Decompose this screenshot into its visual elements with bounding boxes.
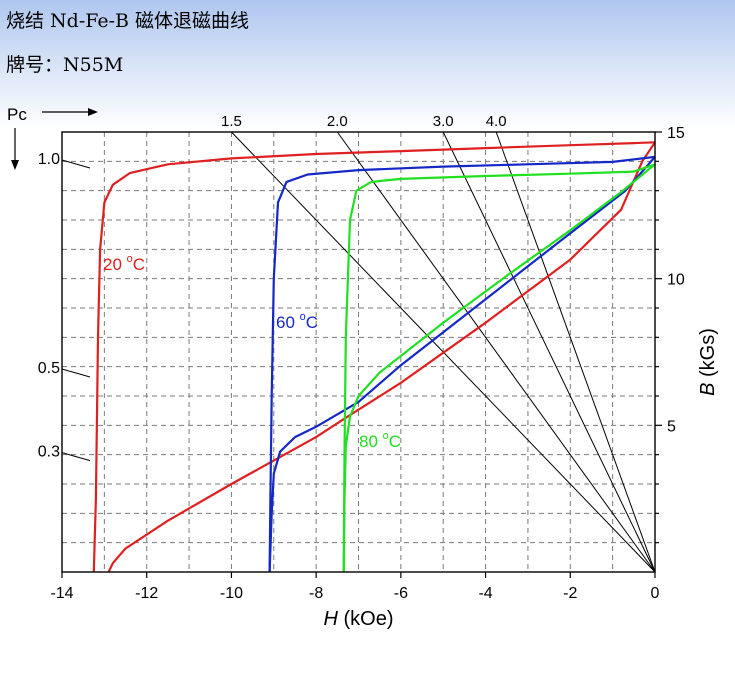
series-label-unit: C — [389, 432, 401, 451]
b-curve — [268, 156, 656, 573]
brand-label: 牌号： — [6, 54, 64, 76]
series-label-unit: C — [306, 313, 318, 332]
load-lines: 1.5 2.0 3.0 4.0 — [221, 113, 656, 573]
series-label: 80 oC — [359, 430, 401, 451]
x-axis-title: H (kOe) — [324, 608, 394, 630]
grid-lines — [62, 132, 655, 572]
load-line-label: 3.0 — [433, 113, 454, 130]
hc-curve — [92, 141, 656, 573]
axis-labels: -14 -12 -10 -8 -6 -4 -2 0 5 10 15 1.0 0.5 0.3 H (kOe) B… — [7, 105, 719, 630]
pc-tick — [61, 159, 91, 169]
pc-tick-label: 0.5 — [38, 360, 60, 377]
pc-tick — [61, 368, 91, 378]
axis-ticks — [61, 131, 662, 578]
y-axis-symbol: B — [697, 377, 719, 396]
x-axis-unit: (kOe) — [344, 608, 394, 630]
series-label: 60 oC — [276, 311, 318, 332]
y-tick-label: 15 — [667, 125, 685, 142]
load-line-label: 4.0 — [486, 113, 507, 130]
series-label-degree: o — [127, 253, 133, 265]
y-tick-label: 10 — [667, 272, 685, 289]
x-tick-label: -2 — [563, 585, 577, 602]
pc-tick-label: 1.0 — [38, 151, 60, 168]
load-line — [442, 131, 656, 573]
x-tick-label: -12 — [135, 585, 158, 602]
x-tick-label: 0 — [651, 585, 660, 602]
series-label-unit: C — [133, 255, 145, 274]
b-curve — [107, 141, 656, 573]
x-tick-label: -8 — [309, 585, 323, 602]
page-title: 烧结 Nd-Fe-B 磁体退磁曲线 — [6, 10, 250, 32]
series-label-value: 20 — [103, 255, 127, 274]
hc-curve — [268, 155, 656, 573]
load-line-label: 2.0 — [327, 113, 348, 130]
x-tick-label: -10 — [220, 585, 243, 602]
load-line-label: 1.5 — [221, 113, 242, 130]
y-axis-unit: (kGs) — [697, 328, 719, 377]
load-line — [495, 131, 656, 573]
brand-line: 牌号：N55M — [6, 50, 123, 77]
x-tick-label: -6 — [394, 585, 408, 602]
series-label-degree: o — [383, 430, 389, 442]
brand-value: N55M — [63, 54, 124, 76]
y-tick-label: 5 — [667, 418, 676, 435]
pc-arrow-down-head — [11, 160, 19, 170]
pc-tick-label: 0.3 — [38, 444, 60, 461]
pc-arrow-right-head — [88, 108, 98, 116]
pc-axis-label: Pc — [7, 105, 27, 124]
load-line — [336, 131, 656, 573]
y-axis-title: B (kGs) — [697, 328, 719, 396]
series-label-value: 80 — [359, 432, 383, 451]
pc-tick — [61, 452, 91, 462]
series-label: 20 oC — [103, 253, 145, 274]
plot-frame — [61, 131, 656, 573]
header-gradient — [0, 0, 735, 130]
series-label-value: 60 — [276, 313, 300, 332]
hc-curve — [342, 163, 656, 573]
x-tick-label: -14 — [50, 585, 73, 602]
series-label-degree: o — [300, 311, 306, 323]
x-axis-symbol: H — [324, 608, 344, 630]
x-tick-label: -4 — [478, 585, 492, 602]
b-curve — [342, 163, 656, 573]
